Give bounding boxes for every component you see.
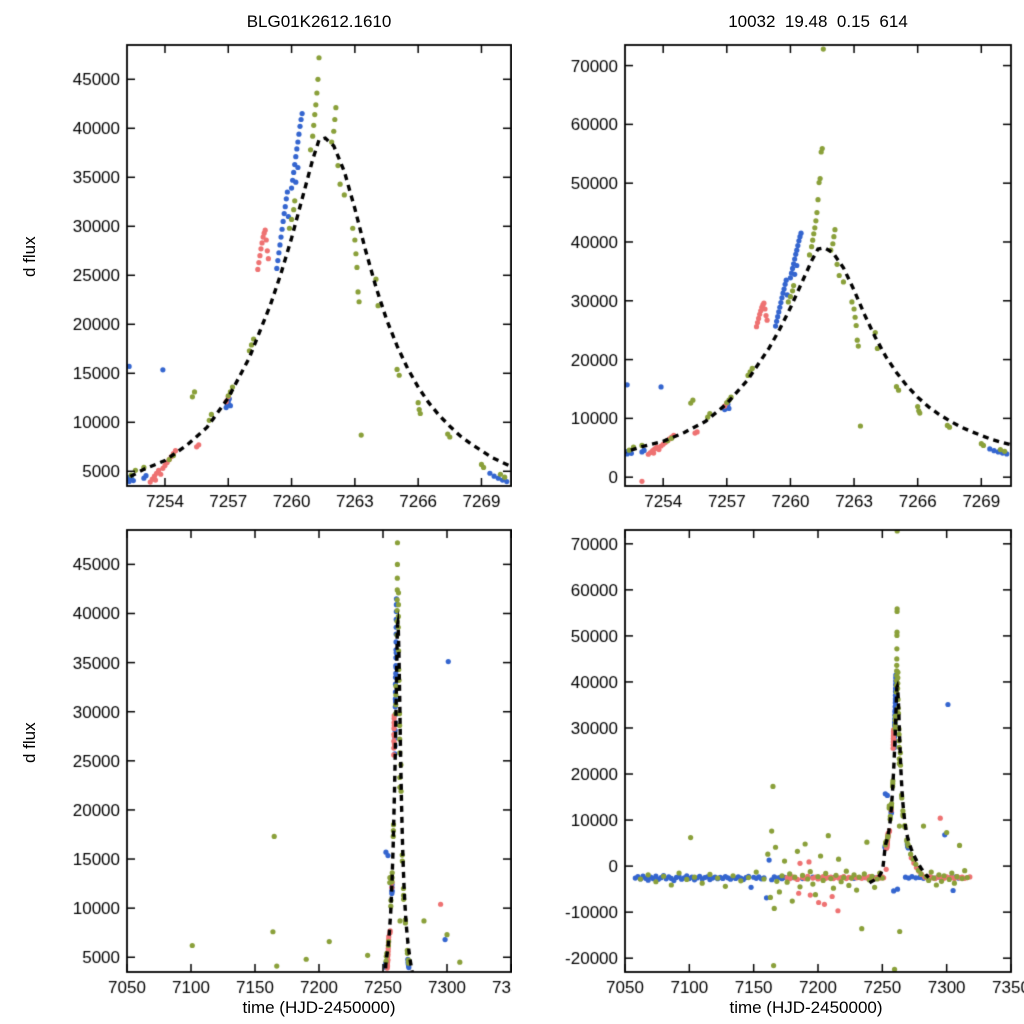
- plot-panel-bottom-right: [512, 512, 1024, 1024]
- plot-panel-bottom-left: [0, 512, 512, 1024]
- plot-panel-top-right: [512, 0, 1024, 512]
- plot-panel-top-left: [0, 0, 512, 512]
